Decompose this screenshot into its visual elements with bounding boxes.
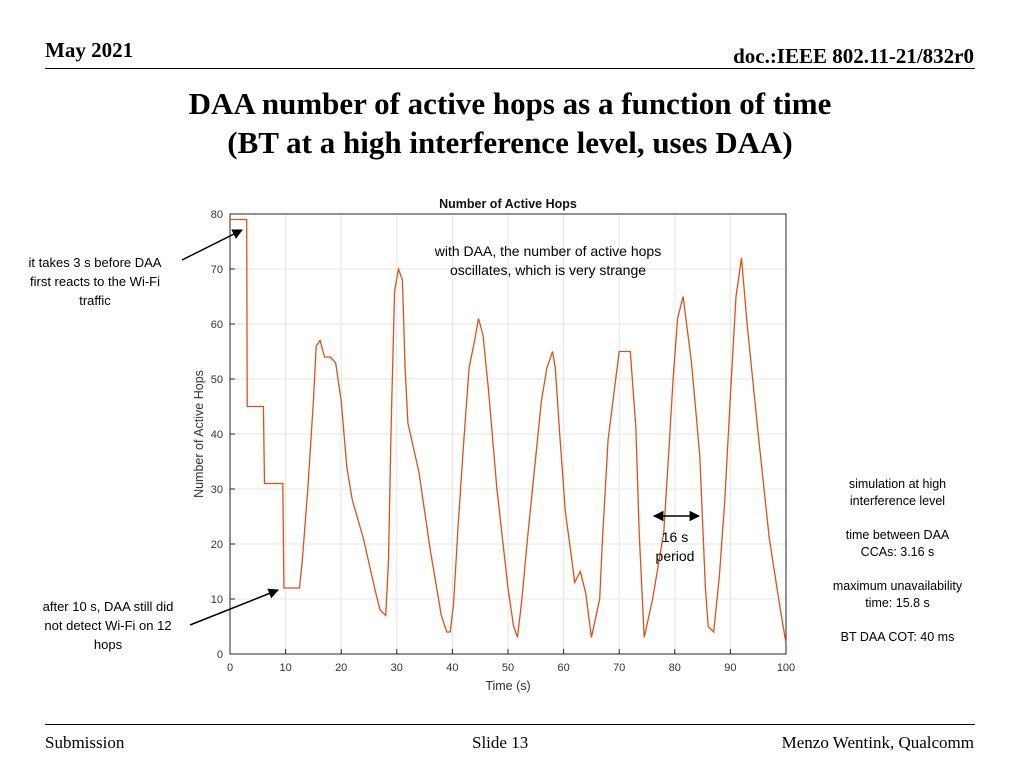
header-date: May 2021 xyxy=(45,38,134,62)
annotation-line: it takes 3 s before DAA xyxy=(28,255,162,270)
y-tick-label: 10 xyxy=(211,594,223,606)
chart-title: Number of Active Hops xyxy=(439,197,577,211)
header-doc-id: doc.:IEEE 802.11-21/832r0 xyxy=(733,44,974,68)
x-tick-label: 80 xyxy=(669,662,681,674)
y-axis-ticks: 0 10 20 30 40 50 60 70 80 xyxy=(211,209,235,661)
annotation-first-reaction: it takes 3 s before DAA first reacts to … xyxy=(5,253,185,310)
footer-rule xyxy=(45,724,975,725)
slide-title: DAA number of active hops as a function … xyxy=(60,84,960,162)
y-tick-label: 70 xyxy=(211,264,223,276)
y-tick-label: 80 xyxy=(211,209,223,221)
y-tick-label: 50 xyxy=(211,374,223,386)
series-line-active-hops xyxy=(230,218,787,644)
x-tick-label: 70 xyxy=(613,662,625,674)
param-line xyxy=(805,561,990,578)
annotation-line: traffic xyxy=(79,293,111,308)
annotation-line: 16 s xyxy=(661,529,689,545)
annotation-twelve-hops: after 10 s, DAA still did not detect Wi-… xyxy=(18,597,198,654)
footer-author: Menzo Wentink, Qualcomm xyxy=(781,733,974,752)
annotation-period: 16 s period xyxy=(640,528,710,566)
arrow-twelve-hops xyxy=(189,588,279,626)
param-line: simulation at high xyxy=(848,477,947,491)
x-axis-label: Time (s) xyxy=(485,679,530,693)
arrow-first-reaction xyxy=(181,229,243,261)
param-line: interference level xyxy=(849,494,946,508)
param-line: maximum unavailability xyxy=(832,579,963,593)
slide-title-line-1: DAA number of active hops as a function … xyxy=(188,86,832,121)
y-tick-label: 30 xyxy=(211,484,223,496)
param-line xyxy=(805,612,990,629)
x-tick-label: 30 xyxy=(391,662,403,674)
param-line: time: 15.8 s xyxy=(865,596,930,610)
x-tick-label: 60 xyxy=(557,662,569,674)
annotation-line: oscillates, which is very strange xyxy=(449,262,647,278)
x-tick-label: 50 xyxy=(502,662,514,674)
param-line xyxy=(805,510,990,527)
annotation-line: first reacts to the Wi-Fi xyxy=(29,274,161,289)
x-tick-label: 90 xyxy=(724,662,736,674)
x-tick-label: 20 xyxy=(335,662,347,674)
annotation-oscillation: with DAA, the number of active hops osci… xyxy=(388,242,708,280)
y-tick-label: 60 xyxy=(211,319,223,331)
annotation-line: with DAA, the number of active hops xyxy=(434,243,662,259)
x-tick-label: 100 xyxy=(777,662,795,674)
annotation-line: hops xyxy=(93,637,123,652)
annotation-line: not detect Wi-Fi on 12 xyxy=(44,618,172,633)
header-rule xyxy=(45,68,975,69)
x-tick-label: 40 xyxy=(446,662,458,674)
x-tick-label: 0 xyxy=(227,662,233,674)
y-tick-label: 20 xyxy=(211,539,223,551)
footer-slide-number: Slide 13 xyxy=(472,733,529,752)
param-line: BT DAA COT: 40 ms xyxy=(840,630,955,644)
footer-submission: Submission xyxy=(45,733,125,752)
x-tick-label: 10 xyxy=(279,662,291,674)
annotation-simulation-params: simulation at high interference level ti… xyxy=(805,476,990,646)
slide-title-line-2: (BT at a high interference level, uses D… xyxy=(227,125,793,160)
x-axis-ticks: 0 10 20 30 40 50 60 70 80 90 100 xyxy=(227,649,795,674)
annotation-line: period xyxy=(655,548,695,564)
y-axis-label: Number of Active Hops xyxy=(192,370,206,498)
param-line: CCAs: 3.16 s xyxy=(860,545,935,559)
y-tick-label: 0 xyxy=(217,649,223,661)
y-tick-label: 40 xyxy=(211,429,223,441)
param-line: time between DAA xyxy=(845,528,950,542)
annotation-line: after 10 s, DAA still did xyxy=(42,599,174,614)
